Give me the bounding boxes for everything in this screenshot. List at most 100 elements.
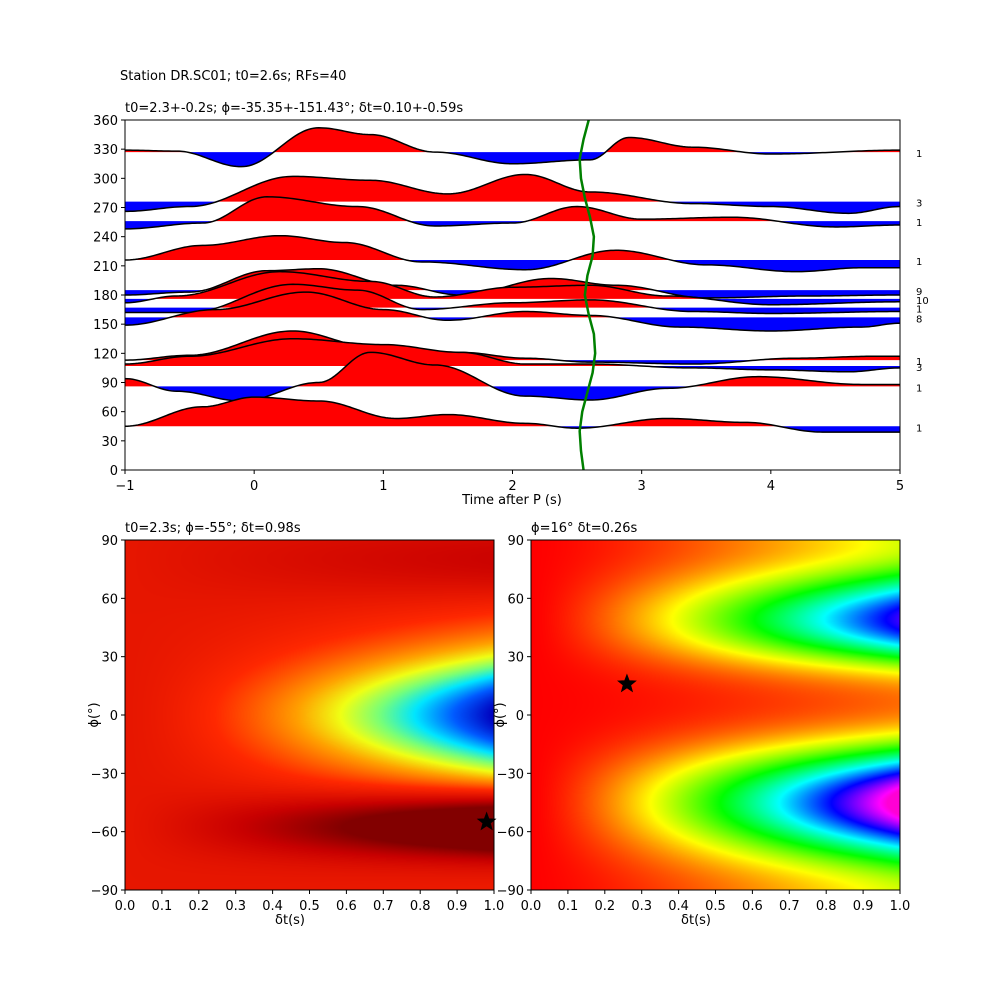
y-tick-label: −30 [497,767,524,782]
y-tick-label: 210 [93,260,118,275]
rf-positive-fill [216,174,666,202]
rf-trace-count: 1 [916,149,922,160]
x-tick-label: 5 [896,479,904,494]
y-tick-label: 60 [101,592,118,607]
y-tick-label: 90 [507,534,524,549]
y-tick-label: 30 [507,651,524,666]
x-tick-label: −1 [115,479,134,494]
y-tick-label: 150 [93,318,118,333]
grid2-y-axis-label: ϕ(°) [493,702,508,727]
y-tick-label: 360 [93,114,118,129]
x-tick-label: 1.0 [890,899,911,914]
y-tick-label: 90 [101,377,118,392]
y-tick-label: −60 [91,826,118,841]
grid2-y-axis: −90 −60 −30 0 30 60 90 [497,534,531,899]
y-tick-label: 0 [516,709,524,724]
rf-trace-count: 10 [916,296,929,307]
x-tick-label: 0 [250,479,258,494]
rf-trace-line [124,337,901,373]
grid2-x-axis: 0.0 0.1 0.2 0.3 0.4 0.5 0.6 0.7 0.8 0.9 1.0 [521,890,911,914]
rf-positive-fill [125,378,155,387]
rf-trace-line [124,173,901,215]
best-fit-star-marker [617,673,637,693]
rf-positive-fill [295,352,492,387]
rf-trace-count: 1 [916,357,922,368]
grid2-best-star [617,673,637,693]
grid2-heatmap [531,540,900,890]
x-tick-label: 2 [508,479,516,494]
rf-positive-fill [273,127,435,153]
y-tick-label: −60 [497,826,524,841]
y-tick-label: 300 [93,172,118,187]
rf-trace-count: 1 [916,257,922,268]
figure-suptitle: Station DR.SC01; t0=2.6s; RFs=40 [120,69,346,84]
x-tick-label: 0.5 [299,899,320,914]
grid1-x-axis: 0.0 0.1 0.2 0.3 0.4 0.5 0.6 0.7 0.8 0.9 1.0 [115,890,505,914]
x-tick-label: 0.1 [558,899,579,914]
y-tick-label: 0 [110,464,118,479]
y-tick-label: 240 [93,231,118,246]
rf-trace [124,396,900,433]
y-tick-label: 30 [101,435,118,450]
rf-trace-line [124,270,900,306]
x-tick-label: 0.2 [594,899,615,914]
rf-negative-fill [670,260,900,272]
y-tick-label: 30 [101,651,118,666]
rf-trace-line [124,196,901,230]
rf-negative-fill [614,317,900,331]
rf-positive-fill [170,292,426,318]
y-tick-label: 0 [110,709,118,724]
rf-positive-fill [213,196,410,222]
y-tick-label: 180 [93,289,118,304]
y-tick-label: 330 [93,143,118,158]
grid1-y-axis-label: ϕ(°) [87,702,102,727]
x-tick-label: 0.5 [705,899,726,914]
rf-negative-fill [409,221,527,226]
x-tick-label: 1.0 [484,899,505,914]
x-tick-label: 0.4 [262,899,283,914]
y-tick-label: −90 [91,884,118,899]
t0-curve-line [578,119,597,471]
best-fit-star-marker [476,811,497,831]
rf-trace-count: 1 [916,383,922,394]
x-tick-label: 0.7 [779,899,800,914]
rf-trace-count: 9 [916,287,922,298]
rf-trace-count: 3 [916,199,922,210]
y-tick-label: 90 [101,534,118,549]
x-tick-label: 0.2 [188,899,209,914]
rf-trace-line [124,267,900,299]
rf-x-axis: −1 0 1 2 3 4 5 [115,470,904,494]
x-tick-label: 3 [638,479,646,494]
x-tick-label: 0.3 [631,899,652,914]
grid1-best-star [476,811,497,831]
rf-negative-fill [125,201,217,212]
x-tick-label: 0.6 [336,899,357,914]
grid-panel-1: t0=2.3s; ϕ=-55°; δt=0.98s 0.0 0.1 0.2 0.3 0.… [87,521,504,928]
x-tick-label: 0.8 [410,899,431,914]
rf-panel-title: t0=2.3+-0.2s; ϕ=-35.35+-151.43°; δt=0.10… [125,101,463,116]
rf-x-axis-label: Time after P (s) [461,493,562,508]
y-tick-label: −90 [497,884,524,899]
x-tick-label: 0.6 [742,899,763,914]
rf-negative-fill [125,317,171,326]
grid2-title: ϕ=16° δt=0.26s [531,521,638,536]
rf-negative-fill [654,290,900,298]
rf-positive-fill [125,235,407,260]
x-tick-label: 1 [379,479,387,494]
rf-negative-fill [187,152,274,167]
y-tick-label: 120 [93,347,118,362]
rf-positive-fill [691,376,900,387]
grid2-x-axis-label: δt(s) [681,913,711,928]
x-tick-label: 4 [767,479,775,494]
rf-trace-count: 1 [916,305,922,316]
rf-trace-line [124,396,900,433]
grid1-title: t0=2.3s; ϕ=-55°; δt=0.98s [125,521,301,536]
rf-trace [124,291,901,332]
x-tick-label: 0.7 [373,899,394,914]
rf-trace-count: 1 [916,218,922,229]
y-tick-label: 60 [507,592,524,607]
rf-trace-line [124,330,900,365]
x-tick-label: 0.0 [521,899,542,914]
